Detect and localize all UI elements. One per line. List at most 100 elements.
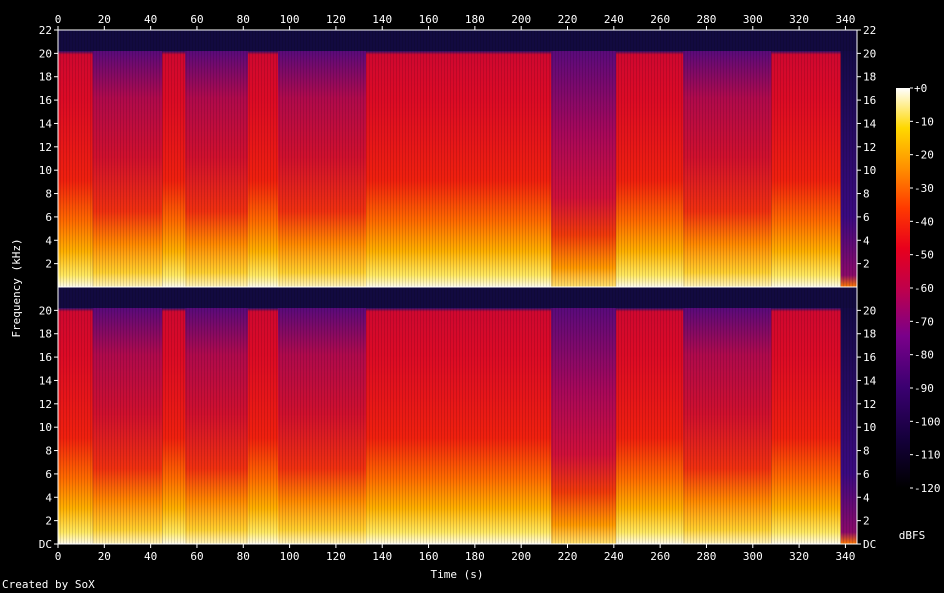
colorbar-tick-label: -40 (914, 215, 934, 228)
x-tick-label-top: 140 (372, 13, 392, 26)
colorbar-tick-label: -100 (914, 415, 941, 428)
colorbar-tick-label: -110 (914, 449, 941, 462)
x-tick-label-bottom: 300 (743, 550, 763, 563)
y-tick-label: 20 (39, 47, 52, 60)
y-tick-label-right: 18 (863, 328, 876, 341)
colorbar-tick-label: -60 (914, 282, 934, 295)
y-tick-label-right: 8 (863, 445, 870, 458)
y-tick-label: 6 (45, 211, 52, 224)
colorbar-gradient (896, 88, 910, 488)
colorbar-tick-label: -20 (914, 149, 934, 162)
x-tick-label-bottom: 340 (835, 550, 855, 563)
y-tick-label-right: 14 (863, 117, 877, 130)
x-tick-label-bottom: 20 (98, 550, 111, 563)
y-tick-label: 8 (45, 445, 52, 458)
x-tick-label-top: 200 (511, 13, 531, 26)
y-tick-label: 2 (45, 258, 52, 271)
y-tick-label-right: 22 (863, 24, 876, 37)
x-tick-label-top: 40 (144, 13, 157, 26)
x-tick-label-bottom: 40 (144, 550, 157, 563)
y-tick-label-right: 20 (863, 304, 876, 317)
x-tick-label-bottom: 120 (326, 550, 346, 563)
x-tick-label-top: 280 (697, 13, 717, 26)
y-tick-label-right: 8 (863, 188, 870, 201)
y-axis-label: Frequency (kHz) (10, 238, 23, 337)
x-tick-label-top: 20 (98, 13, 111, 26)
x-tick-label-top: 60 (190, 13, 203, 26)
colorbar-tick-label: -70 (914, 315, 934, 328)
colorbar: +0 -10 -20 -30 -40 -50 -60 -70 -80 -90 -100 -110 -12… (896, 82, 941, 495)
y-tick-label: 22 (39, 24, 52, 37)
y-tick-label-right: 2 (863, 258, 870, 271)
y-tick-label-right: 6 (863, 211, 870, 224)
y-tick-label: DC (39, 538, 52, 551)
y-tick-label: 20 (39, 304, 52, 317)
spectrogram-texture (58, 287, 857, 544)
x-tick-label-bottom: 80 (237, 550, 250, 563)
x-tick-label-top: 120 (326, 13, 346, 26)
x-tick-label-top: 80 (237, 13, 250, 26)
y-tick-label-right: 4 (863, 234, 870, 247)
y-tick-label-right: DC (863, 538, 876, 551)
spectrogram-texture (58, 30, 857, 287)
y-tick-label-right: 4 (863, 491, 870, 504)
colorbar-tick-label: -30 (914, 182, 934, 195)
y-tick-label-right: 2 (863, 515, 870, 528)
y-tick-label: 18 (39, 71, 52, 84)
credit-text: Created by SoX (2, 578, 95, 591)
colorbar-tick-label: -90 (914, 382, 934, 395)
plot-frame (57, 286, 858, 545)
colorbar-tick-label: -120 (914, 482, 941, 495)
y-tick-label-right: 14 (863, 374, 877, 387)
y-tick-label: 4 (45, 234, 52, 247)
colorbar-tick-label: -10 (914, 115, 934, 128)
channel-2: DC DC 2 2 4 4 6 6 8 8 10 10 12 12 14 14 16 16 18 18 20 20 (39, 286, 877, 551)
x-tick-label-bottom: 160 (419, 550, 439, 563)
y-tick-label-right: 10 (863, 421, 876, 434)
y-tick-label-right: 6 (863, 468, 870, 481)
y-tick-label-right: 12 (863, 141, 876, 154)
y-tick-label-right: 16 (863, 351, 876, 364)
y-tick-label: 10 (39, 164, 52, 177)
y-tick-label-right: 18 (863, 71, 876, 84)
y-tick-label: 8 (45, 188, 52, 201)
y-tick-label: 2 (45, 515, 52, 528)
colorbar-label: dBFS (899, 529, 926, 542)
x-tick-label-bottom: 260 (650, 550, 670, 563)
x-tick-label-top: 220 (558, 13, 578, 26)
y-tick-label: 16 (39, 351, 52, 364)
x-tick-label-top: 0 (55, 13, 62, 26)
y-tick-label-right: 20 (863, 47, 876, 60)
y-tick-label: 6 (45, 468, 52, 481)
x-axis-label: Time (s) (431, 568, 484, 581)
y-tick-label: 14 (39, 117, 53, 130)
y-tick-label-right: 10 (863, 164, 876, 177)
colorbar-tick-label: -80 (914, 349, 934, 362)
x-tick-label-bottom: 140 (372, 550, 392, 563)
x-tick-label-bottom: 220 (558, 550, 578, 563)
top-time-axis: 0 20 40 60 80 100 120 140 160 180 200 220 240 260 280 3… (55, 13, 855, 30)
x-tick-label-top: 100 (280, 13, 300, 26)
y-tick-label: 18 (39, 328, 52, 341)
y-tick-label: 4 (45, 491, 52, 504)
x-tick-label-top: 340 (835, 13, 855, 26)
bottom-time-axis: 0 20 40 60 80 100 120 140 160 180 200 220 240 260 280 3… (55, 544, 855, 563)
y-tick-label: 14 (39, 374, 53, 387)
y-tick-label: 12 (39, 141, 52, 154)
x-tick-label-bottom: 180 (465, 550, 485, 563)
x-tick-label-bottom: 60 (190, 550, 203, 563)
x-tick-label-bottom: 100 (280, 550, 300, 563)
x-tick-label-bottom: 0 (55, 550, 62, 563)
x-tick-label-top: 260 (650, 13, 670, 26)
x-tick-label-bottom: 280 (697, 550, 717, 563)
y-tick-label-right: 12 (863, 398, 876, 411)
x-tick-label-bottom: 320 (789, 550, 809, 563)
x-tick-label-top: 320 (789, 13, 809, 26)
x-tick-label-bottom: 200 (511, 550, 531, 563)
x-tick-label-bottom: 240 (604, 550, 624, 563)
x-tick-label-top: 300 (743, 13, 763, 26)
y-tick-label: 10 (39, 421, 52, 434)
